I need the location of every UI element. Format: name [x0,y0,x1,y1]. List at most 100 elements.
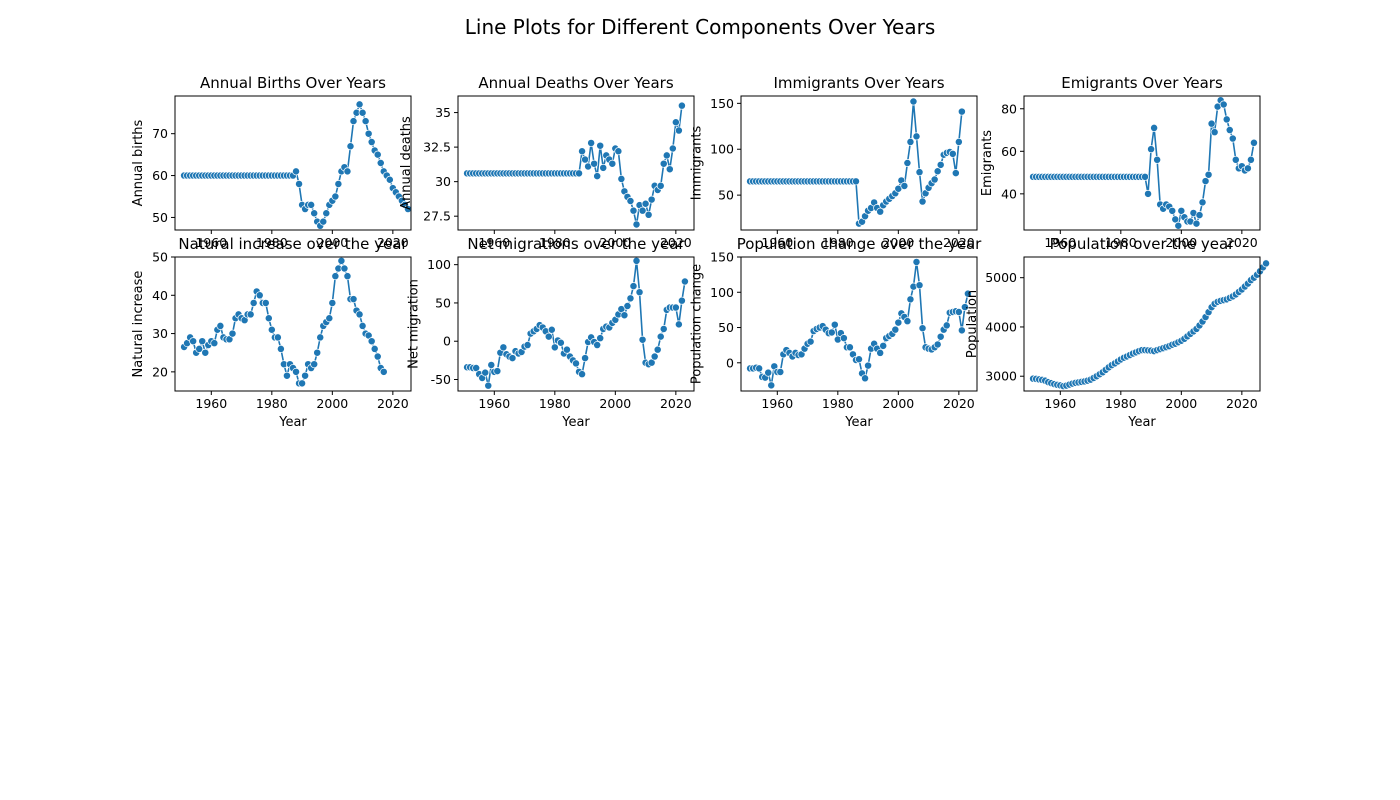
data-point [1198,198,1207,207]
y-tick-label: 27.5 [423,209,451,224]
data-point [668,144,677,153]
data-point [629,206,638,215]
data-point [906,295,915,304]
data-point [295,179,303,188]
subplot-3: Immigrants Over Years 1960 1980 2000 2020 50 1… [690,74,978,250]
data-point [855,355,863,364]
x-tick-label: 1980 [1105,235,1137,250]
axes-frame [1023,256,1261,392]
y-tick-label: 80 [1001,101,1017,116]
y-axis-label: Net migration [407,279,422,369]
y-tick-label: 60 [1001,144,1017,159]
data-point [1210,128,1219,137]
data-point [1177,206,1186,215]
y-tick-label: 4000 [985,319,1017,334]
data-point [596,334,605,343]
x-tick-label: 1960 [1044,396,1076,411]
data-point [246,310,255,319]
data-point [767,381,776,390]
x-tick-label: 2020 [660,235,692,250]
x-tick-label: 2020 [377,396,409,411]
data-point [1204,170,1213,179]
y-tick-label: 100 [710,285,734,300]
y-tick-label: 50 [718,320,734,335]
y-tick-label: 30 [435,174,451,189]
data-point [292,367,300,376]
data-point [656,332,665,341]
y-tick-label: 60 [152,168,168,183]
x-tick-label: 1960 [478,235,510,250]
subplot-title: Natural increase over the year [178,235,408,253]
data-point [827,328,836,337]
data-point [903,317,912,326]
data-point [361,117,370,126]
x-tick-label: 2000 [599,396,631,411]
data-point [632,220,641,229]
data-point [346,142,355,151]
data-point [481,368,490,377]
data-point [334,179,343,188]
figure-suptitle: Line Plots for Different Components Over… [465,15,936,39]
data-point [930,175,939,184]
data-point [653,345,662,354]
data-point [261,298,270,307]
data-point [404,205,412,214]
data-point [954,137,963,146]
x-tick-label: 2000 [1165,235,1197,250]
y-axis-label: Annual births [131,119,146,206]
data-point [1249,138,1258,147]
x-tick-label: 1980 [822,396,854,411]
data-point [1201,177,1210,186]
data-point [915,168,924,177]
data-point [912,257,921,266]
subplot-title: Annual Births Over Years [200,74,386,92]
data-point [596,141,605,150]
x-axis-label: Year [1127,415,1156,430]
data-point [578,370,587,379]
data-point [355,100,364,109]
data-point [957,326,966,335]
data-point [677,296,686,305]
subplot-1: Annual Births Over Years 1960 1980 2000 2020… [131,74,412,250]
data-point [861,374,870,383]
data-point [620,311,629,320]
x-tick-label: 1980 [256,396,288,411]
data-point [325,314,334,323]
x-tick-label: 1980 [539,396,571,411]
x-axis-label: Year [561,415,590,430]
data-point [228,329,237,338]
data-point [936,332,945,341]
data-point [328,298,337,307]
x-tick-label: 1960 [761,235,793,250]
data-point [933,167,942,176]
data-point [1171,215,1180,224]
data-point [903,159,912,167]
data-point [1141,172,1149,181]
data-point [1153,155,1162,164]
data-point [626,294,635,303]
y-tick-label: 5000 [985,270,1017,285]
data-point [544,332,553,341]
data-point [936,160,945,169]
data-point [647,195,656,204]
y-tick-label: 20 [152,364,168,379]
data-point [249,298,258,307]
data-point [671,118,680,127]
x-axis-label: Year [844,415,873,430]
data-point [364,129,373,138]
data-point [1262,259,1271,268]
data-point [614,147,623,156]
data-point [1150,123,1159,132]
data-point [373,150,382,159]
data-point [358,321,367,330]
data-point [310,209,319,218]
data-point [638,335,647,344]
data-point [343,272,352,281]
data-point [644,210,653,219]
data-point [1246,155,1255,164]
data-point [876,207,885,216]
data-point [301,371,310,380]
data-point [499,343,508,352]
x-tick-label: 2000 [1165,396,1197,411]
